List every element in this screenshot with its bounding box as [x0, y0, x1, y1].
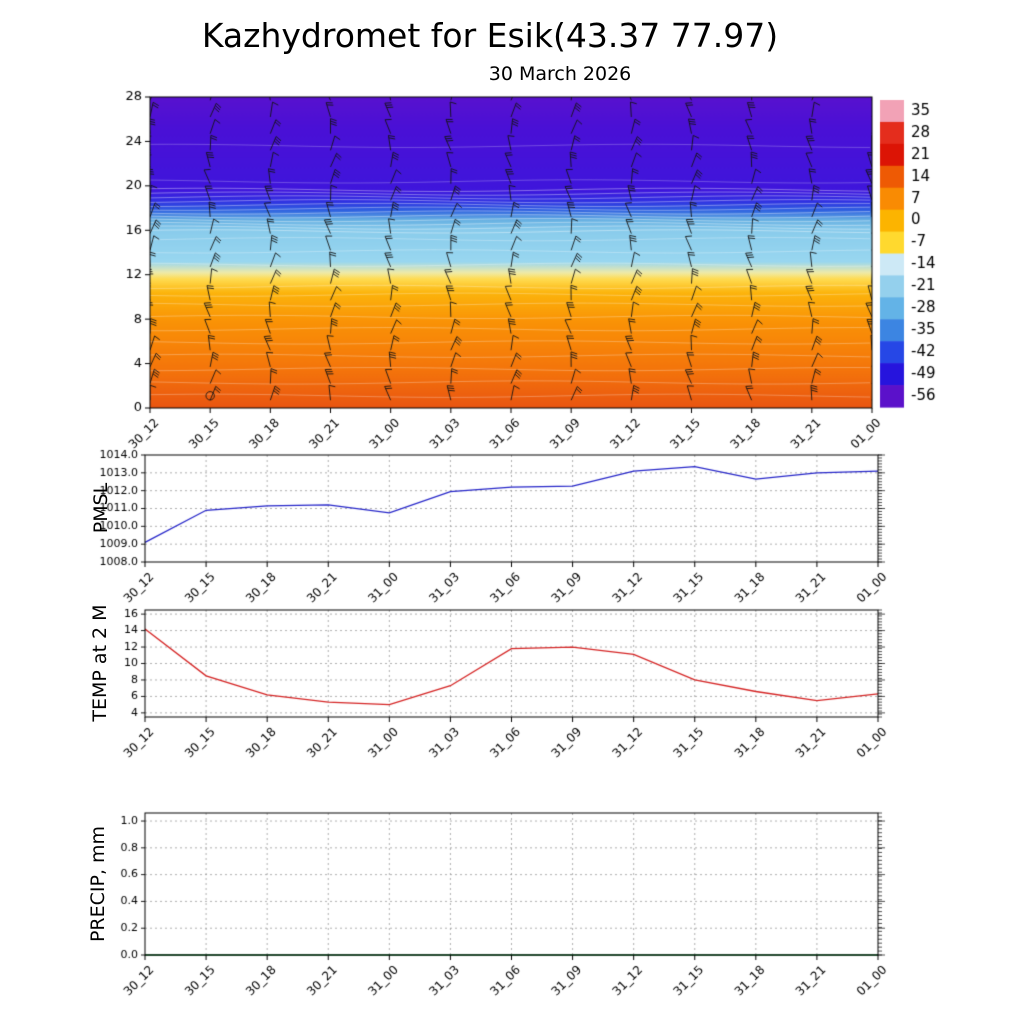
- page-title: Kazhydromet for Esik(43.37 77.97): [201, 16, 779, 55]
- temp-axis-title: TEMP at 2 M: [89, 604, 111, 722]
- pmsl-axis-title: PMSL: [90, 482, 112, 534]
- precip-axis-title: PRECIP, mm: [87, 825, 109, 943]
- date-subtitle: 30 March 2026: [488, 63, 632, 85]
